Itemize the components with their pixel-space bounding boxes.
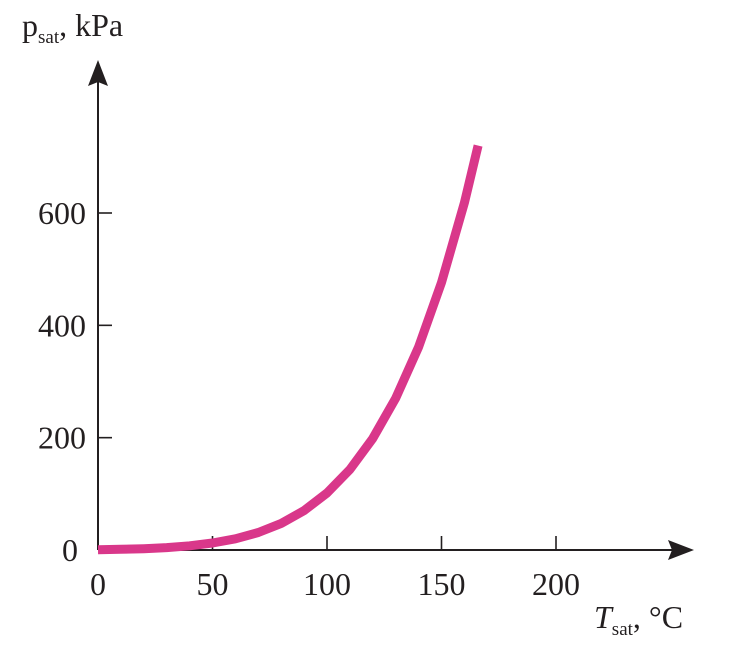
series-line: [97, 144, 483, 555]
y-tick-label: 200: [38, 420, 86, 456]
x-axis-label-rest: , °C: [633, 599, 683, 635]
x-tick-label: 50: [197, 566, 229, 602]
y-axis-label-rest: , kPa: [59, 7, 123, 43]
y-axis-label: psat, kPa: [22, 7, 123, 48]
y-axis-label-sub: sat: [38, 27, 60, 48]
y-axis-arrow: [88, 60, 108, 86]
axes: [88, 60, 694, 560]
y-tick-label: 400: [38, 307, 86, 343]
y-tick-label: 600: [38, 195, 86, 231]
x-axis-label: Tsat, °C: [594, 599, 683, 640]
series-layer: [97, 144, 483, 555]
x-tick-label: 0: [90, 566, 106, 602]
x-tick-label: 150: [418, 566, 466, 602]
y-tick-label: 0: [62, 532, 78, 568]
ticks: 0 50 100 150 200 0 200 400 600: [38, 195, 580, 602]
x-tick-label: 200: [532, 566, 580, 602]
x-axis-arrow: [668, 540, 694, 560]
x-axis-label-base: T: [594, 599, 614, 635]
x-tick-label: 100: [303, 566, 351, 602]
y-axis-label-base: p: [22, 7, 38, 43]
x-axis-label-sub: sat: [612, 619, 634, 640]
